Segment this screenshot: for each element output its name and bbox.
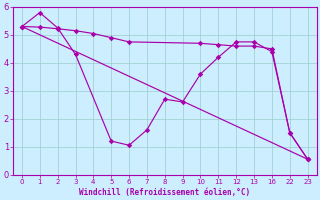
X-axis label: Windchill (Refroidissement éolien,°C): Windchill (Refroidissement éolien,°C) xyxy=(79,188,250,197)
